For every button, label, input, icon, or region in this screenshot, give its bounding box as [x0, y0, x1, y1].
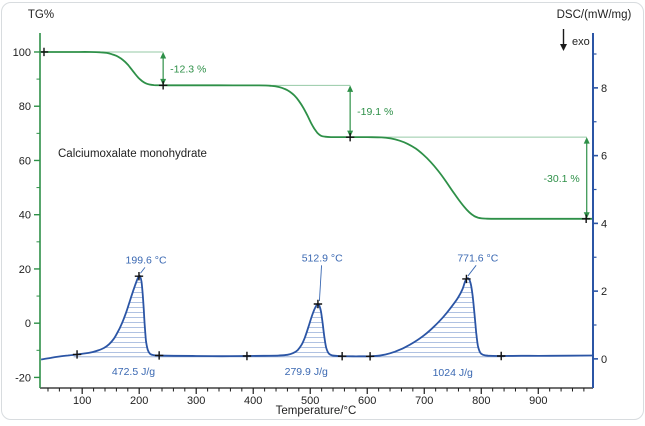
- mass-step-annotations: -12.3 % -19.1 % -30.1 %: [160, 51, 590, 219]
- peak-area-label: 279.9 J/g: [285, 366, 328, 378]
- x-axis-title: Temperature/°C: [276, 405, 357, 417]
- tg-curve: [41, 51, 593, 220]
- peak-hatch-fills: [73, 275, 505, 358]
- mass-step-ref-lines: [43, 51, 587, 138]
- mass-loss-label: -12.3 %: [170, 64, 206, 76]
- arrowhead-up-icon: [160, 51, 167, 59]
- peak-label-leader-line: [318, 265, 323, 302]
- tg-tick-label: 0: [25, 318, 31, 330]
- tg-tick-label: 80: [19, 101, 31, 113]
- peak-area-label: 1024 J/g: [433, 367, 473, 379]
- curve-marker-cross: [365, 352, 375, 361]
- peak-hatch-area: [370, 278, 489, 357]
- dsc-tick-label: 6: [601, 151, 607, 163]
- curve-marker-cross: [154, 351, 164, 360]
- exo-direction-indicator: exo: [560, 29, 590, 51]
- x-tick-label: 100: [73, 395, 91, 407]
- peak-annotations: 199.6 °C 472.5 J/g 512.9 °C 279.9 J/g 771.6 …: [112, 252, 499, 378]
- x-tick-label: 700: [415, 395, 433, 407]
- arrowhead-up-icon: [583, 137, 590, 144]
- peak-hatch-area: [287, 303, 336, 357]
- peak-hatch-area: [85, 275, 154, 357]
- curve-marker-cross: [134, 272, 144, 281]
- tg-tick-label: 60: [19, 155, 31, 167]
- peak-temperature-label: 512.9 °C: [302, 252, 343, 264]
- peak-label-leader-line: [467, 265, 477, 277]
- x-tick-label: 200: [130, 395, 148, 407]
- tg-tick-label: 20: [19, 264, 31, 276]
- dsc-tick-label: 4: [601, 218, 607, 230]
- peak-label-leader-line: [140, 267, 146, 274]
- peak-area-label: 472.5 J/g: [112, 366, 155, 378]
- dsc-tick-label: 8: [601, 83, 607, 95]
- axes: 100 200 300 400 500 600 700 800 900100806040200-…: [13, 33, 607, 407]
- dsc-axis-title: DSC/(mW/mg): [557, 9, 632, 21]
- curve-marker-cross: [39, 47, 49, 57]
- x-tick-label: 600: [358, 395, 376, 407]
- curve-marker-cross: [158, 81, 168, 90]
- curve-marker-cross: [337, 351, 347, 361]
- mass-loss-label: -19.1 %: [357, 106, 393, 118]
- sample-name-label: Calciumoxalate monohydrate: [58, 148, 207, 160]
- curve-marker-cross: [462, 274, 471, 284]
- exo-down-arrowhead-icon: [560, 44, 567, 51]
- arrowhead-up-icon: [347, 85, 354, 92]
- curve-marker-cross: [242, 351, 252, 361]
- dsc-tick-label: 2: [601, 286, 607, 298]
- tg-axis-title: TG%: [28, 9, 54, 21]
- x-tick-label: 900: [529, 395, 547, 407]
- peak-temperature-label: 199.6 °C: [126, 254, 167, 266]
- tg-tick-label: 100: [13, 47, 31, 59]
- dsc-tick-label: 0: [601, 354, 607, 366]
- mass-loss-label: -30.1 %: [544, 173, 580, 185]
- x-tick-label: 800: [472, 395, 490, 407]
- peak-temperature-label: 771.6 °C: [457, 252, 498, 264]
- curve-marker-cross: [581, 214, 591, 223]
- exo-label: exo: [572, 36, 590, 48]
- tg-tick-label: 40: [19, 210, 31, 222]
- curve-markers: [39, 47, 591, 361]
- x-tick-label: 400: [244, 395, 262, 407]
- x-tick-label: 500: [301, 395, 319, 407]
- tg-tick-label: -20: [15, 372, 31, 384]
- curve-marker-cross: [345, 132, 355, 142]
- x-tick-label: 300: [187, 395, 205, 407]
- curve-marker-cross: [497, 351, 506, 361]
- curve-marker-cross: [72, 350, 82, 359]
- curve-marker-cross: [313, 299, 323, 309]
